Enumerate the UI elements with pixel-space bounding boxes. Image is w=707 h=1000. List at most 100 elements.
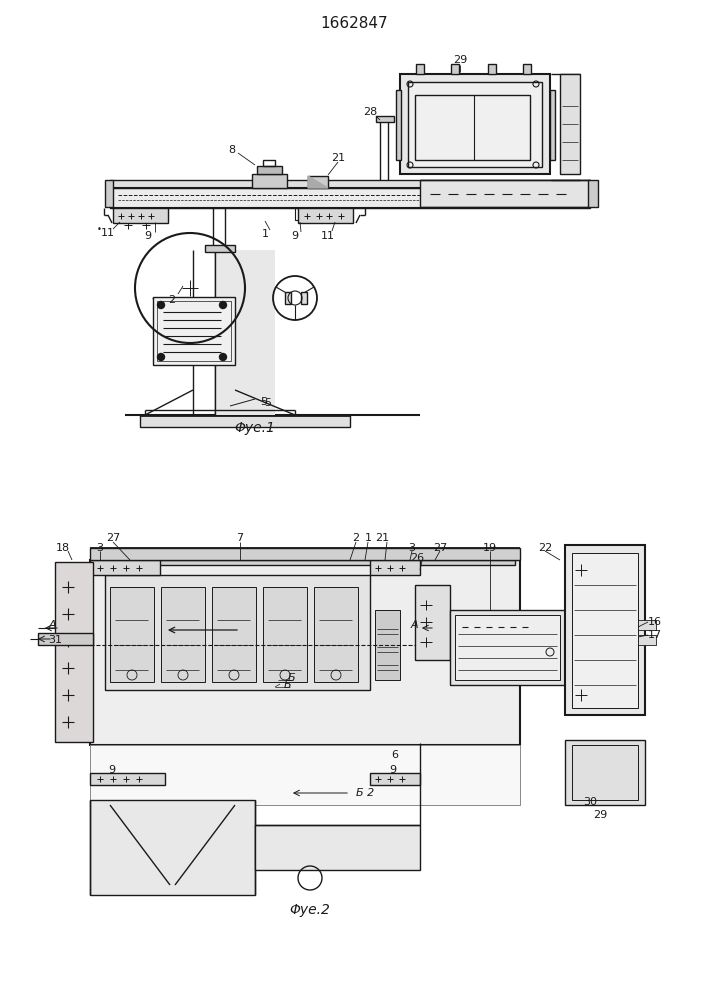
Text: Φуе.1: Φуе.1: [235, 421, 276, 435]
Text: A: A: [48, 620, 56, 630]
Bar: [400, 74, 550, 174]
Bar: [113, 208, 168, 223]
Text: 29: 29: [453, 55, 467, 65]
Text: 7: 7: [236, 533, 244, 543]
Text: 21: 21: [331, 153, 345, 163]
Text: 8: 8: [228, 145, 235, 155]
Bar: [376, 116, 394, 122]
Bar: [285, 292, 291, 304]
Bar: [110, 180, 590, 188]
Bar: [565, 545, 645, 715]
Text: 16: 16: [648, 617, 662, 627]
Bar: [153, 297, 235, 365]
Bar: [157, 301, 231, 361]
Bar: [90, 745, 520, 805]
Bar: [488, 64, 496, 74]
Text: Φуе.2: Φуе.2: [290, 903, 330, 917]
Bar: [572, 745, 638, 800]
Bar: [333, 208, 343, 220]
Bar: [140, 415, 350, 427]
Text: 11: 11: [321, 231, 335, 241]
Bar: [313, 208, 323, 220]
Text: 9: 9: [291, 231, 298, 241]
Bar: [252, 174, 287, 188]
Bar: [301, 292, 307, 304]
Text: Б: Б: [288, 673, 296, 683]
Bar: [451, 64, 459, 74]
Bar: [110, 587, 154, 682]
Text: 1: 1: [365, 533, 371, 543]
Text: 9: 9: [390, 765, 397, 775]
Circle shape: [158, 354, 165, 360]
Text: 18: 18: [56, 543, 70, 553]
Bar: [415, 95, 530, 160]
Polygon shape: [308, 176, 328, 188]
Bar: [370, 773, 420, 785]
Bar: [255, 825, 420, 870]
Bar: [161, 587, 205, 682]
Bar: [572, 553, 638, 708]
Text: 19: 19: [483, 543, 497, 553]
Bar: [205, 245, 235, 252]
Text: 5: 5: [260, 397, 267, 407]
Bar: [565, 740, 645, 805]
Bar: [638, 635, 656, 645]
Text: 27: 27: [433, 543, 447, 553]
Text: 26: 26: [410, 553, 424, 563]
Bar: [90, 560, 520, 745]
Text: 2: 2: [168, 295, 175, 305]
Text: 1662847: 1662847: [320, 16, 388, 31]
Bar: [408, 82, 542, 167]
Text: •: •: [97, 226, 101, 234]
Text: 11: 11: [101, 228, 115, 238]
Bar: [90, 560, 160, 575]
Bar: [295, 208, 305, 220]
Text: 30: 30: [583, 797, 597, 807]
Bar: [55, 562, 93, 742]
Bar: [95, 560, 515, 565]
Bar: [298, 208, 353, 223]
Text: A: A: [410, 620, 418, 630]
Bar: [90, 548, 520, 560]
Text: 17: 17: [648, 630, 662, 640]
Text: 3: 3: [96, 543, 103, 553]
Text: 29: 29: [593, 810, 607, 820]
Bar: [257, 166, 282, 174]
Bar: [263, 587, 307, 682]
Circle shape: [158, 302, 165, 308]
Bar: [308, 176, 328, 188]
Bar: [90, 773, 165, 785]
Bar: [105, 180, 113, 207]
Bar: [122, 208, 132, 220]
Text: 5: 5: [264, 398, 271, 408]
Bar: [450, 610, 565, 685]
Bar: [588, 180, 598, 207]
Bar: [140, 208, 150, 220]
Bar: [420, 180, 590, 207]
Bar: [375, 610, 400, 680]
Text: Б: Б: [284, 680, 292, 690]
Text: Б 2: Б 2: [356, 788, 374, 798]
Bar: [550, 90, 555, 160]
Bar: [105, 575, 370, 690]
Bar: [638, 620, 656, 630]
Text: 22: 22: [538, 543, 552, 553]
Bar: [90, 800, 255, 895]
Bar: [416, 64, 424, 74]
Text: 31: 31: [48, 635, 62, 645]
Bar: [560, 74, 580, 174]
Bar: [158, 208, 168, 220]
Text: 9: 9: [144, 231, 151, 241]
Bar: [396, 90, 401, 160]
Bar: [212, 587, 256, 682]
Bar: [215, 250, 275, 415]
Text: 2: 2: [352, 533, 360, 543]
Bar: [263, 160, 275, 166]
Bar: [455, 615, 560, 680]
Text: 9: 9: [108, 765, 115, 775]
Bar: [205, 187, 235, 192]
Bar: [110, 188, 590, 208]
Circle shape: [219, 354, 226, 360]
Bar: [38, 633, 93, 645]
Text: 1: 1: [262, 229, 269, 239]
